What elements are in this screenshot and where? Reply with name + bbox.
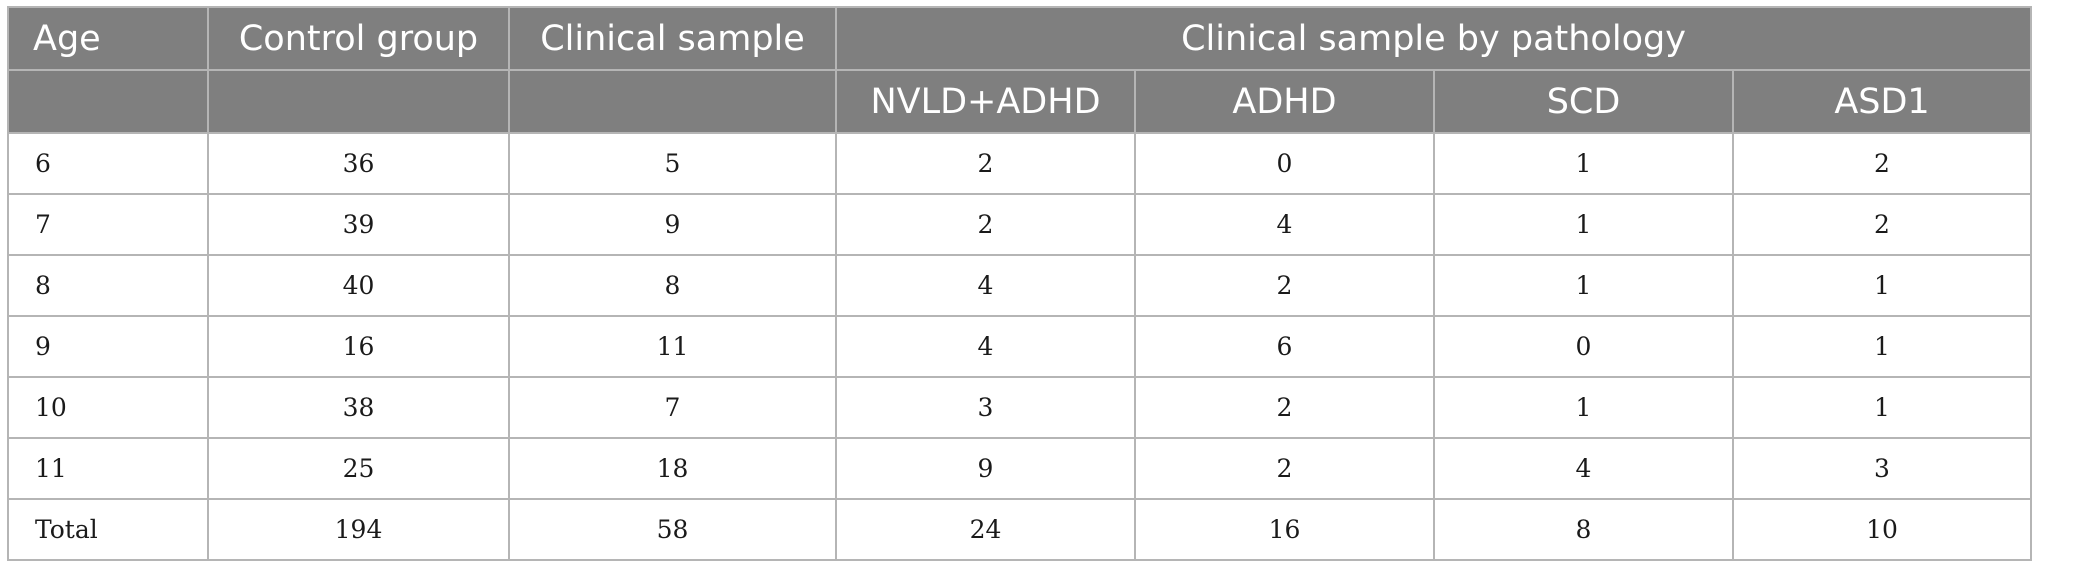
cell-age: 7 <box>7 193 209 256</box>
cell-nvld-adhd: 24 <box>835 498 1136 561</box>
cell-scd: 8 <box>1433 498 1734 561</box>
cell-age: 8 <box>7 254 209 317</box>
header-row-1: Age Control group Clinical sample Clinic… <box>7 6 2033 71</box>
table-row: 9 16 11 4 6 0 1 <box>7 315 2033 378</box>
cell-age: 6 <box>7 132 209 195</box>
cell-nvld-adhd: 2 <box>835 193 1136 256</box>
cell-scd: 0 <box>1433 315 1734 378</box>
cell-clinical-sample: 7 <box>508 376 837 439</box>
subheader-clinical-empty <box>508 69 837 134</box>
table-body: 6 36 5 2 0 1 2 7 39 9 2 4 1 2 8 40 8 <box>7 132 2033 561</box>
table-header: Age Control group Clinical sample Clinic… <box>7 6 2033 134</box>
cell-nvld-adhd: 3 <box>835 376 1136 439</box>
table-row-total: Total 194 58 24 16 8 10 <box>7 498 2033 561</box>
subheader-control-empty <box>207 69 510 134</box>
header-clinical-sample-by-pathology: Clinical sample by pathology <box>834 6 2033 71</box>
cell-nvld-adhd: 9 <box>835 437 1136 500</box>
cell-scd: 1 <box>1433 193 1734 256</box>
cell-age: 11 <box>7 437 209 500</box>
cell-age: 10 <box>7 376 209 439</box>
cell-asd1: 1 <box>1731 254 2033 317</box>
cell-nvld-adhd: 4 <box>835 254 1136 317</box>
cell-control-group: 36 <box>207 132 510 195</box>
cell-asd1: 1 <box>1731 315 2033 378</box>
subheader-scd: SCD <box>1433 69 1734 134</box>
cell-asd1: 10 <box>1731 498 2033 561</box>
header-control-group: Control group <box>207 6 510 71</box>
subheader-asd1: ASD1 <box>1731 69 2033 134</box>
cell-asd1: 2 <box>1731 193 2033 256</box>
cell-adhd: 0 <box>1134 132 1435 195</box>
header-age: Age <box>7 6 209 71</box>
cell-clinical-sample: 8 <box>508 254 837 317</box>
cell-control-group: 40 <box>207 254 510 317</box>
cell-nvld-adhd: 4 <box>835 315 1136 378</box>
subheader-age-empty <box>7 69 209 134</box>
subheader-nvld-adhd: NVLD+ADHD <box>835 69 1136 134</box>
cell-adhd: 16 <box>1134 498 1435 561</box>
cell-adhd: 2 <box>1134 376 1435 439</box>
cell-clinical-sample: 11 <box>508 315 837 378</box>
header-row-2: NVLD+ADHD ADHD SCD ASD1 <box>7 69 2033 134</box>
cell-age: Total <box>7 498 209 561</box>
cell-scd: 1 <box>1433 254 1734 317</box>
cell-scd: 4 <box>1433 437 1734 500</box>
table-row: 11 25 18 9 2 4 3 <box>7 437 2033 500</box>
header-clinical-sample: Clinical sample <box>508 6 837 71</box>
cell-clinical-sample: 9 <box>508 193 837 256</box>
cell-nvld-adhd: 2 <box>835 132 1136 195</box>
cell-scd: 1 <box>1433 132 1734 195</box>
cell-control-group: 25 <box>207 437 510 500</box>
cell-clinical-sample: 18 <box>508 437 837 500</box>
cell-control-group: 38 <box>207 376 510 439</box>
cell-adhd: 2 <box>1134 437 1435 500</box>
cell-control-group: 39 <box>207 193 510 256</box>
cell-adhd: 4 <box>1134 193 1435 256</box>
cell-adhd: 6 <box>1134 315 1435 378</box>
table-row: 8 40 8 4 2 1 1 <box>7 254 2033 317</box>
cell-age: 9 <box>7 315 209 378</box>
cell-control-group: 194 <box>207 498 510 561</box>
sample-by-age-table: Age Control group Clinical sample Clinic… <box>7 6 2033 561</box>
cell-asd1: 2 <box>1731 132 2033 195</box>
cell-clinical-sample: 5 <box>508 132 837 195</box>
cell-asd1: 1 <box>1731 376 2033 439</box>
table-row: 7 39 9 2 4 1 2 <box>7 193 2033 256</box>
data-table-container: Age Control group Clinical sample Clinic… <box>7 6 2033 561</box>
cell-control-group: 16 <box>207 315 510 378</box>
table-row: 6 36 5 2 0 1 2 <box>7 132 2033 195</box>
cell-adhd: 2 <box>1134 254 1435 317</box>
cell-clinical-sample: 58 <box>508 498 837 561</box>
subheader-adhd: ADHD <box>1134 69 1435 134</box>
cell-asd1: 3 <box>1731 437 2033 500</box>
cell-scd: 1 <box>1433 376 1734 439</box>
table-row: 10 38 7 3 2 1 1 <box>7 376 2033 439</box>
